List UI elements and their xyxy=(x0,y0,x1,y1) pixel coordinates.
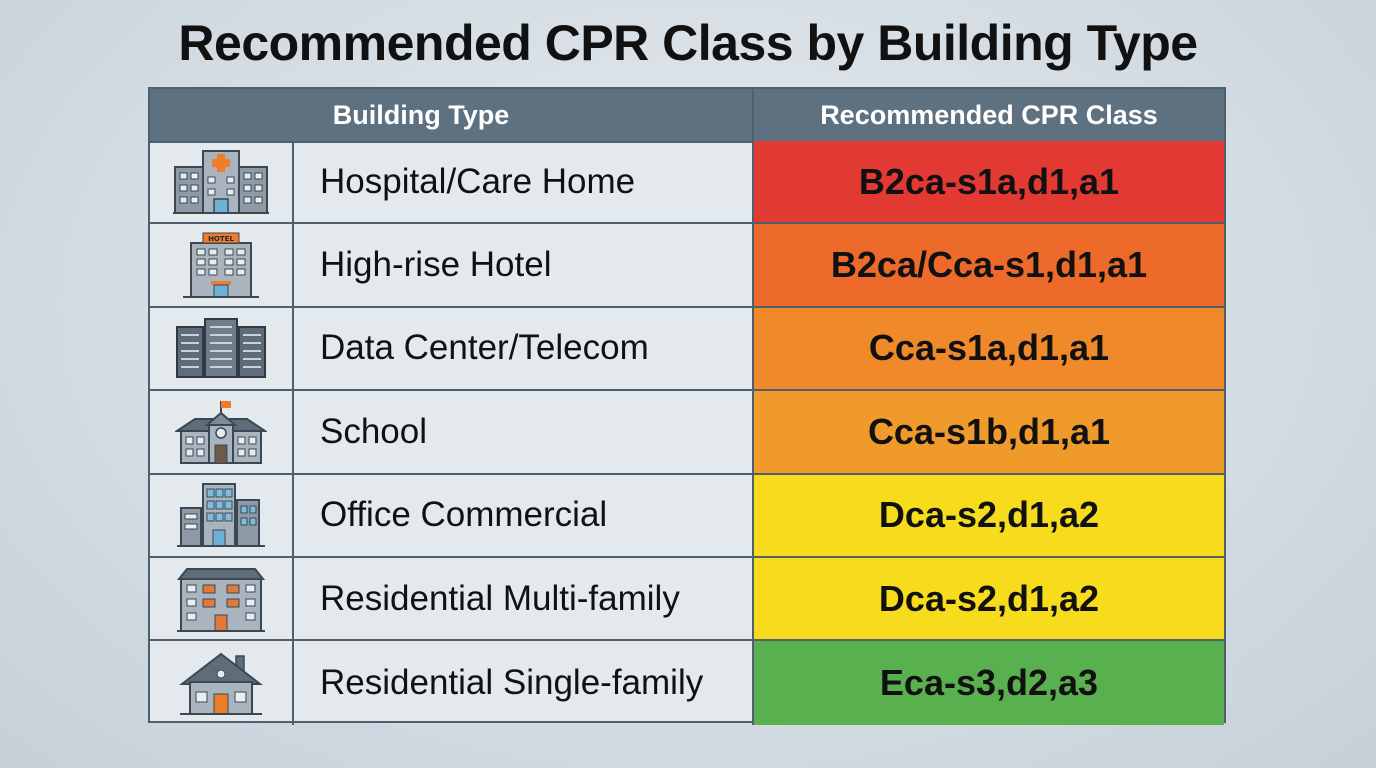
cpr-class-value: Eca-s3,d2,a3 xyxy=(754,641,1224,725)
icon-cell xyxy=(150,391,294,473)
icon-cell xyxy=(150,141,294,223)
building-name: Residential Single-family xyxy=(294,641,754,725)
header-cpr-class: Recommended CPR Class xyxy=(820,99,1158,130)
building-name: School xyxy=(294,391,754,473)
icon-cell: HOTEL xyxy=(150,224,294,306)
table-header: Building Type Recommended CPR Class xyxy=(150,89,1224,143)
icon-cell xyxy=(150,557,294,640)
header-building-type: Building Type xyxy=(150,89,754,141)
table-row: Hospital/Care Home B2ca-s1a,d1,a1 xyxy=(150,141,1224,225)
table-row: Office Commercial Dca-s2,d1,a2 xyxy=(150,474,1224,558)
apartment-icon xyxy=(176,567,266,632)
table-row: Data Center/Telecom Cca-s1a,d1,a1 xyxy=(150,307,1224,392)
house-icon xyxy=(179,652,263,716)
table-row: Residential Multi-family Dca-s2,d1,a2 xyxy=(150,557,1224,642)
hotel-icon: HOTEL xyxy=(183,232,259,299)
table-row: HOTEL High-rise Hotel B2ca/Cca-s1,d1,a1 xyxy=(150,224,1224,308)
building-name: Hospital/Care Home xyxy=(294,141,754,223)
cpr-class-value: B2ca-s1a,d1,a1 xyxy=(754,141,1224,223)
building-name: Data Center/Telecom xyxy=(294,307,754,390)
icon-cell xyxy=(150,641,294,725)
building-name: High-rise Hotel xyxy=(294,224,754,306)
table-row: School Cca-s1b,d1,a1 xyxy=(150,391,1224,475)
cpr-class-value: Cca-s1a,d1,a1 xyxy=(754,307,1224,390)
svg-text:HOTEL: HOTEL xyxy=(208,235,234,243)
chart-title: Recommended CPR Class by Building Type xyxy=(178,15,1198,71)
building-name: Office Commercial xyxy=(294,474,754,556)
cpr-class-value: Dca-s2,d1,a2 xyxy=(754,474,1224,556)
school-icon xyxy=(175,400,267,464)
data-center-icon xyxy=(176,318,266,379)
building-name: Residential Multi-family xyxy=(294,557,754,640)
icon-cell xyxy=(150,307,294,390)
table-row: Residential Single-family Eca-s3,d2,a3 xyxy=(150,641,1224,725)
icon-cell xyxy=(150,474,294,556)
table-body: Hospital/Care Home B2ca-s1a,d1,a1 HOTEL xyxy=(150,141,1224,725)
cpr-class-value: B2ca/Cca-s1,d1,a1 xyxy=(754,224,1224,306)
cpr-class-value: Dca-s2,d1,a2 xyxy=(754,557,1224,640)
cpr-class-value: Cca-s1b,d1,a1 xyxy=(754,391,1224,473)
hospital-icon xyxy=(173,149,269,214)
office-icon xyxy=(177,483,265,548)
cpr-table: Building Type Recommended CPR Class xyxy=(148,87,1226,725)
